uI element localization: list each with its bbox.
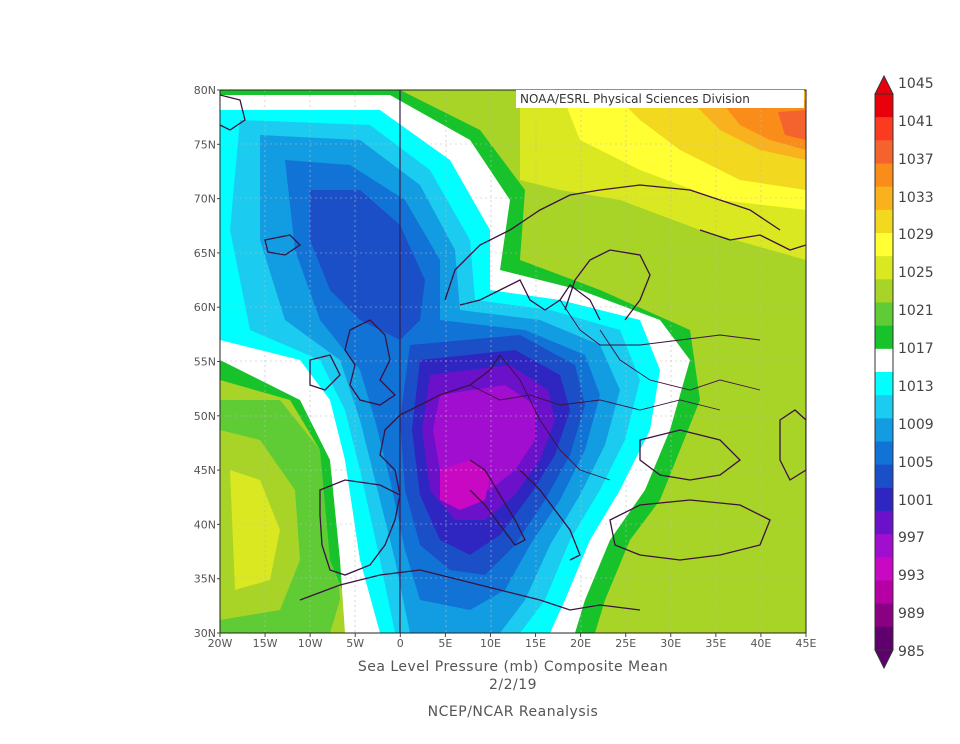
colorbar-label: 1045 xyxy=(898,76,934,92)
coastlines xyxy=(220,94,806,611)
credit-box xyxy=(516,90,804,108)
colorbar-swatch xyxy=(875,603,893,628)
colorbar-swatch xyxy=(875,256,893,280)
colorbar-label: 1033 xyxy=(898,189,934,206)
colorbar-label: 1025 xyxy=(898,265,934,282)
colorbar-swatch xyxy=(875,117,893,141)
colorbar-swatch xyxy=(875,279,893,303)
y-tick-label: 70N xyxy=(194,193,216,206)
colorbar-swatch xyxy=(875,441,893,466)
colorbar-label: 1037 xyxy=(898,151,934,168)
colorbar-label: 1009 xyxy=(898,416,934,433)
colorbar-swatch xyxy=(875,325,893,350)
colorbar-label: 993 xyxy=(898,568,925,585)
colorbar-swatch xyxy=(875,464,893,489)
colorbar-swatch xyxy=(875,140,893,164)
x-tick-label: 25E xyxy=(615,637,636,650)
x-tick-label: 10W xyxy=(298,637,323,650)
colorbar-label: 989 xyxy=(898,606,925,623)
colorbar-label: 997 xyxy=(898,530,925,547)
colorbar-label: 1005 xyxy=(898,454,934,471)
colorbar-label: 1001 xyxy=(898,492,934,509)
y-axis-labels: 80N 75N 70N 65N 60N 55N 50N 45N 40N 35N 30N xyxy=(194,84,216,640)
colorbar-swatch xyxy=(875,534,893,558)
colorbar-label: 1021 xyxy=(898,303,934,320)
colorbar-swatch xyxy=(875,626,893,651)
y-tick-label: 60N xyxy=(194,301,216,314)
caption-title: Sea Level Pressure (mb) Composite Mean xyxy=(357,659,669,675)
colorbar-swatch xyxy=(875,186,893,211)
y-tick-label: 75N xyxy=(194,138,216,151)
colorbar-swatch xyxy=(875,557,893,581)
colorbar-label: 985 xyxy=(898,644,925,660)
y-tick-label: 45N xyxy=(194,464,216,477)
y-tick-label: 30N xyxy=(194,627,216,640)
colorbar-label: 1017 xyxy=(898,341,934,358)
x-tick-label: 20W xyxy=(208,637,233,650)
colorbar-swatch xyxy=(875,395,893,419)
colorbar-swatch xyxy=(875,233,893,257)
colorbar xyxy=(874,74,894,670)
colorbar-swatch xyxy=(875,487,893,512)
colorbar-swatch xyxy=(875,302,893,327)
colorbar-label: 1041 xyxy=(898,113,934,130)
x-tick-label: 15E xyxy=(525,637,546,650)
pressure-contours xyxy=(220,90,806,633)
y-tick-label: 35N xyxy=(194,573,216,586)
caption-source: NCEP/NCAR Reanalysis xyxy=(427,704,599,720)
colorbar-swatch xyxy=(875,372,893,396)
x-tick-label: 30E xyxy=(660,637,681,650)
x-tick-label: 35E xyxy=(705,637,726,650)
y-tick-label: 55N xyxy=(194,356,216,369)
colorbar-swatch xyxy=(875,580,893,605)
colorbar-label: 1029 xyxy=(898,227,934,244)
x-tick-label: 20E xyxy=(570,637,591,650)
caption-date: 2/2/19 xyxy=(488,677,538,693)
x-tick-label: 5E xyxy=(438,637,452,650)
colorbar-swatch xyxy=(875,209,893,234)
x-tick-label: 45E xyxy=(796,637,817,650)
y-tick-label: 80N xyxy=(194,84,216,97)
colorbar-top-arrow xyxy=(874,74,894,95)
colorbar-label: 1013 xyxy=(898,378,934,395)
x-tick-label: 0 xyxy=(397,637,404,650)
x-tick-label: 15W xyxy=(253,637,278,650)
y-tick-label: 40N xyxy=(194,518,216,531)
colorbar-swatch xyxy=(875,163,893,188)
credit-text: NOAA/ESRL Physical Sciences Division xyxy=(520,92,750,106)
x-tick-label: 40E xyxy=(750,637,771,650)
colorbar-swatch xyxy=(875,418,893,442)
colorbar-swatch xyxy=(875,94,893,118)
colorbar-swatch xyxy=(875,511,893,535)
tick-marks xyxy=(217,89,807,637)
x-axis-labels: 20W 15W 10W 5W 0 5E 10E 15E 20E 25E 30E 35E 40E 45E xyxy=(208,637,817,650)
y-tick-label: 65N xyxy=(194,247,216,260)
x-tick-label: 5W xyxy=(346,637,364,650)
colorbar-swatch xyxy=(875,348,893,373)
colorbar-frame xyxy=(874,93,894,651)
x-tick-label: 10E xyxy=(480,637,501,650)
colorbar-bottom-arrow xyxy=(874,649,894,670)
y-tick-label: 50N xyxy=(194,410,216,423)
